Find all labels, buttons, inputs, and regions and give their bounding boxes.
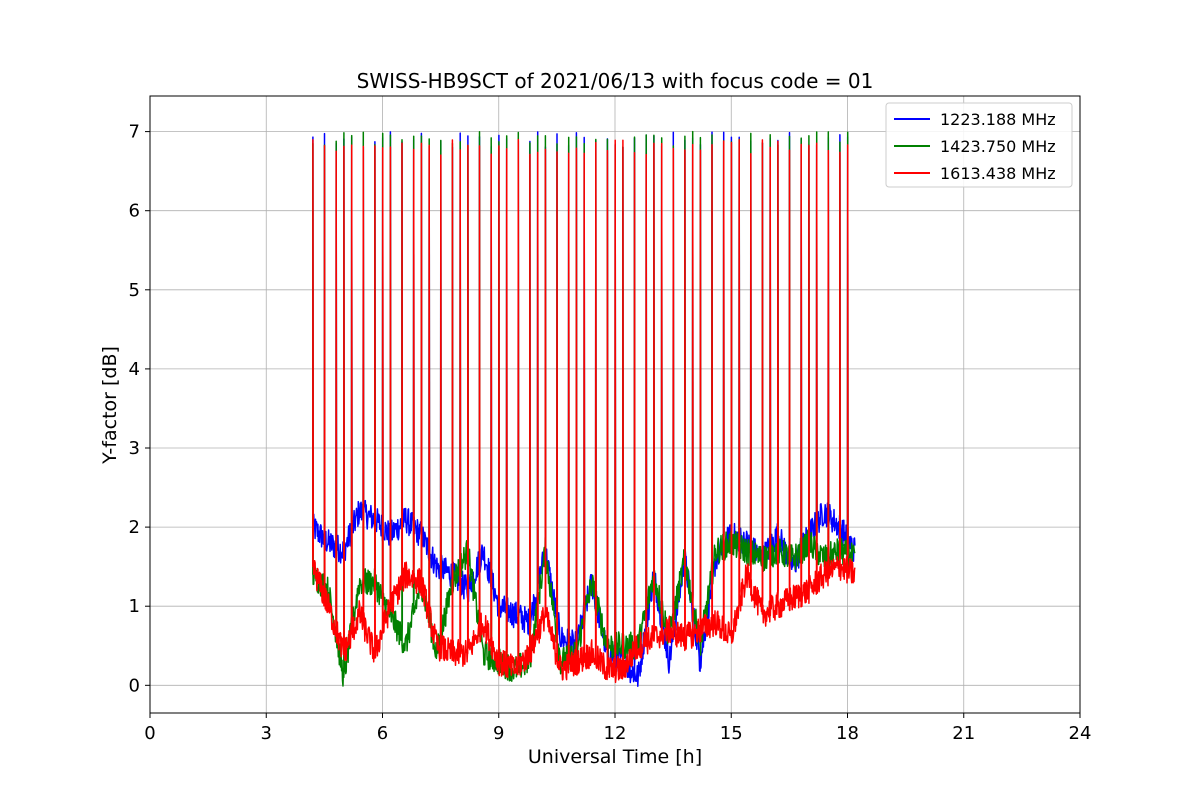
y-tick-label: 1 (129, 596, 140, 617)
x-tick-label: 12 (604, 723, 627, 744)
y-tick-label: 6 (129, 201, 140, 222)
x-tick-label: 24 (1069, 723, 1092, 744)
y-tick-label: 4 (129, 359, 140, 380)
y-axis-title: Y-factor [dB] (99, 346, 121, 465)
legend-label: 1613.438 MHz (940, 164, 1056, 183)
y-tick-label: 3 (129, 438, 140, 459)
y-tick-label: 0 (129, 675, 140, 696)
series-line-3 (312, 138, 856, 684)
x-tick-label: 21 (952, 723, 975, 744)
x-axis-title: Universal Time [h] (528, 746, 702, 768)
legend-box (885, 102, 1073, 188)
x-tick-label: 15 (720, 723, 743, 744)
y-tick-label: 5 (129, 280, 140, 301)
legend-label: 1423.750 MHz (940, 137, 1056, 156)
y-tick-label: 7 (129, 122, 140, 143)
y-tick-label: 2 (129, 517, 140, 538)
x-tick-label: 9 (493, 723, 504, 744)
chart-title: SWISS-HB9SCT of 2021/06/13 with focus co… (357, 69, 874, 93)
x-tick-label: 3 (261, 723, 272, 744)
legend: 1223.188 MHz 1423.750 MHz 1613.438 MHz (885, 102, 1073, 188)
x-tick-label: 18 (836, 723, 859, 744)
x-tick-label: 0 (144, 723, 155, 744)
legend-label: 1223.188 MHz (940, 110, 1056, 129)
x-tick-label: 6 (377, 723, 388, 744)
